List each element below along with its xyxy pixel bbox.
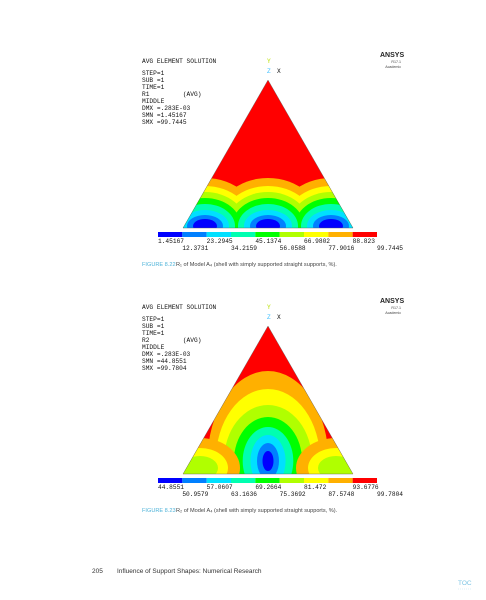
contour-plot <box>183 80 353 228</box>
legend-label: 56.0588 <box>280 245 306 252</box>
contour-band <box>256 219 280 228</box>
contour-band <box>262 451 274 471</box>
axis-z: Z <box>267 314 271 321</box>
legend-label: 77.9016 <box>328 245 354 252</box>
legend-label: 66.9802 <box>304 238 330 245</box>
axis-x: X <box>277 68 281 75</box>
legend-swatch <box>182 478 207 483</box>
edition: Academic <box>385 311 401 315</box>
plot-info: DMX =.283E-03 <box>142 105 191 112</box>
legend-swatch <box>231 232 256 237</box>
contour-plot <box>183 326 353 474</box>
plot-info: R2 (AVG) <box>142 337 201 344</box>
plot-info: TIME=1 <box>142 330 165 337</box>
legend-label: 1.45167 <box>158 238 184 245</box>
legend-label: 57.0607 <box>207 484 233 491</box>
contour-band <box>183 456 218 474</box>
edition: Academic <box>385 65 401 69</box>
caption-label: FIGURE 8.22 <box>142 262 176 268</box>
axis-y: Y <box>267 58 271 65</box>
legend-swatch <box>206 232 231 237</box>
axis-z: Z <box>267 68 271 75</box>
caption: R₂ of Model A₄ (shell with simply suppor… <box>176 508 338 514</box>
caption: R₁ of Model A₄ (shell with simply suppor… <box>176 262 337 268</box>
legend-label: 63.1636 <box>231 491 257 498</box>
legend-swatch <box>255 232 280 237</box>
legend-swatch <box>328 478 353 483</box>
axis-y: Y <box>267 304 271 311</box>
legend-swatch <box>182 232 207 237</box>
brand: ANSYS <box>380 298 404 305</box>
legend-label: 87.5748 <box>328 491 354 498</box>
plot-info: SUB =1 <box>142 323 165 330</box>
toc-link[interactable]: TOC <box>458 580 472 587</box>
plot-info: STEP=1 <box>142 70 165 77</box>
plot-title: AVG ELEMENT SOLUTION <box>142 304 217 311</box>
version: R17.1 <box>391 306 401 310</box>
plot-info: R1 (AVG) <box>142 91 201 98</box>
legend-label: 75.3692 <box>280 491 306 498</box>
page-number: 205 <box>92 568 103 575</box>
caption-label: FIGURE 8.23 <box>142 508 176 514</box>
legend-swatch <box>279 478 304 483</box>
version: R17.1 <box>391 60 401 64</box>
plot-info: SMX =99.7804 <box>142 365 187 372</box>
legend-label: 81.472 <box>304 484 327 491</box>
legend-label: 12.3731 <box>182 245 208 252</box>
legend-label: 69.2664 <box>255 484 281 491</box>
plot-info: STEP=1 <box>142 316 165 323</box>
legend-label: 99.7445 <box>377 245 403 252</box>
axis-x: X <box>277 314 281 321</box>
plot-info: SUB =1 <box>142 77 165 84</box>
plot-info: SMN =44.8551 <box>142 358 187 365</box>
legend-label: 50.9579 <box>182 491 208 498</box>
legend-label: 88.823 <box>353 238 376 245</box>
plot-info: TIME=1 <box>142 84 165 91</box>
legend-swatch <box>206 478 231 483</box>
contour-band <box>193 219 217 228</box>
plot-info: SMX =99.7445 <box>142 119 187 126</box>
legend-swatch <box>352 232 377 237</box>
legend-swatch <box>158 478 183 483</box>
legend-label: 34.2159 <box>231 245 257 252</box>
brand: ANSYS <box>380 52 404 59</box>
legend-swatch <box>304 232 329 237</box>
legend-swatch <box>158 232 183 237</box>
legend-label: 45.1374 <box>255 238 281 245</box>
plot-title: AVG ELEMENT SOLUTION <box>142 58 217 65</box>
legend-swatch <box>231 478 256 483</box>
plot-info: MIDDLE <box>142 344 165 351</box>
legend-label: 99.7804 <box>377 491 403 498</box>
legend-swatch <box>328 232 353 237</box>
contour-band <box>319 219 343 228</box>
legend-label: 23.2945 <box>207 238 233 245</box>
legend-label: 44.8551 <box>158 484 184 491</box>
plot-info: DMX =.283E-03 <box>142 351 191 358</box>
plot-outline <box>182 325 354 475</box>
legend-swatch <box>255 478 280 483</box>
legend-swatch <box>304 478 329 483</box>
legend-swatch <box>352 478 377 483</box>
plot-outline <box>182 79 354 229</box>
running-title: Influence of Support Shapes: Numerical R… <box>117 568 262 575</box>
contour-band <box>318 456 353 474</box>
plot-info: MIDDLE <box>142 98 165 105</box>
legend-swatch <box>279 232 304 237</box>
plot-info: SMN =1.45167 <box>142 112 187 119</box>
legend-label: 93.6776 <box>353 484 379 491</box>
